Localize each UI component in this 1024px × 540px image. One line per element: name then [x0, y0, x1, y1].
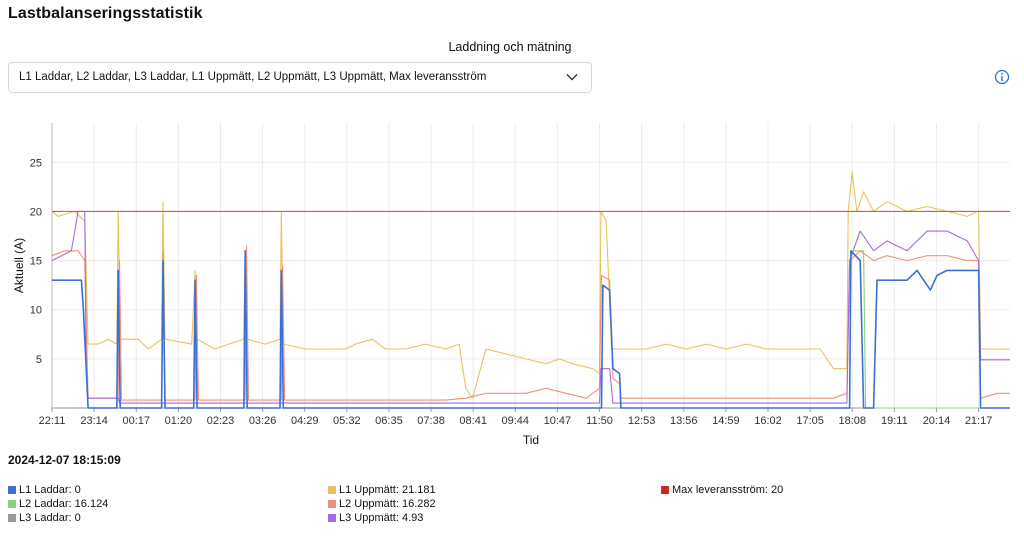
y-tick-label: 15 — [30, 256, 42, 268]
x-tick-label: 10:47 — [544, 415, 572, 427]
series-select[interactable]: L1 Laddar, L2 Laddar, L3 Laddar, L1 Uppm… — [8, 62, 592, 93]
series-line-l1-uppm-tt — [51, 171, 1010, 399]
page-title: Lastbalanseringsstatistik — [8, 5, 203, 22]
legend-swatch — [328, 486, 336, 494]
x-tick-label: 16:02 — [754, 415, 782, 427]
x-tick-label: 04:29 — [291, 415, 319, 427]
x-tick-label: 03:26 — [249, 415, 277, 427]
y-axis-title: Aktuell (A) — [12, 238, 26, 293]
x-tick-label: 08:41 — [459, 415, 487, 427]
y-tick-label: 5 — [36, 354, 42, 366]
x-axis-title: Tid — [523, 433, 539, 447]
x-tick-label: 23:14 — [80, 415, 108, 427]
chevron-down-icon — [566, 74, 578, 81]
legend-item-l3-laddar[interactable]: L3 Laddar: 0 — [8, 512, 81, 526]
legend-item-l2-laddar[interactable]: L2 Laddar: 16.124 — [8, 498, 108, 512]
y-tick-label: 25 — [30, 157, 42, 169]
x-tick-label: 21:17 — [965, 415, 993, 427]
legend-swatch — [661, 486, 669, 494]
legend-swatch — [8, 514, 16, 522]
x-tick-label: 01:20 — [165, 415, 193, 427]
x-tick-label: 12:53 — [628, 415, 656, 427]
legend-item-l1-laddar[interactable]: L1 Laddar: 0 — [8, 484, 81, 498]
x-tick-label: 14:59 — [712, 415, 740, 427]
legend-swatch — [328, 500, 336, 508]
series-line-l3-uppm-tt — [51, 210, 1010, 404]
current-chart: 5 10 15 20 25 22:11 23:14 00:17 01:20 02:23 03:26 0… — [12, 123, 1010, 447]
legend-item-l3-uppmatt[interactable]: L3 Uppmätt: 4.93 — [328, 512, 423, 526]
info-icon[interactable] — [994, 69, 1010, 85]
y-tick-label: 10 — [30, 305, 42, 317]
timestamp: 2024-12-07 18:15:09 — [8, 453, 121, 467]
x-tick-label: 02:23 — [207, 415, 235, 427]
y-tick-label: 20 — [30, 206, 42, 218]
legend-swatch — [8, 500, 16, 508]
series-line-l1-laddar — [52, 250, 1010, 409]
x-tick-label: 13:56 — [670, 415, 698, 427]
x-tick-label: 07:38 — [417, 415, 445, 427]
x-tick-label: 22:11 — [39, 415, 66, 427]
x-tick-label: 00:17 — [122, 415, 150, 427]
x-tick-label: 11:50 — [586, 415, 613, 427]
x-tick-label: 20:14 — [923, 415, 951, 427]
x-tick-label: 06:35 — [375, 415, 403, 427]
legend-item-max-leveransstrom[interactable]: Max leveransström: 20 — [661, 484, 783, 498]
legend-swatch — [8, 486, 16, 494]
legend-swatch — [328, 514, 336, 522]
x-tick-label: 09:44 — [502, 415, 530, 427]
legend-item-l2-uppmatt[interactable]: L2 Uppmätt: 16.282 — [328, 498, 436, 512]
x-tick-label: 05:32 — [333, 415, 361, 427]
x-tick-label: 17:05 — [796, 415, 824, 427]
select-label: Laddning och mätning — [448, 40, 572, 54]
series-select-value: L1 Laddar, L2 Laddar, L3 Laddar, L1 Uppm… — [19, 71, 487, 83]
legend-item-l1-uppmatt[interactable]: L1 Uppmätt: 21.181 — [328, 484, 436, 498]
x-tick-label: 19:11 — [881, 415, 908, 427]
x-tick-label: 18:08 — [838, 415, 866, 427]
